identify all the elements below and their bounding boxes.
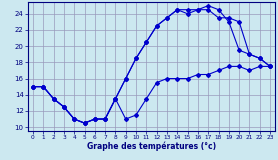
X-axis label: Graphe des températures (°c): Graphe des températures (°c) bbox=[87, 142, 216, 151]
